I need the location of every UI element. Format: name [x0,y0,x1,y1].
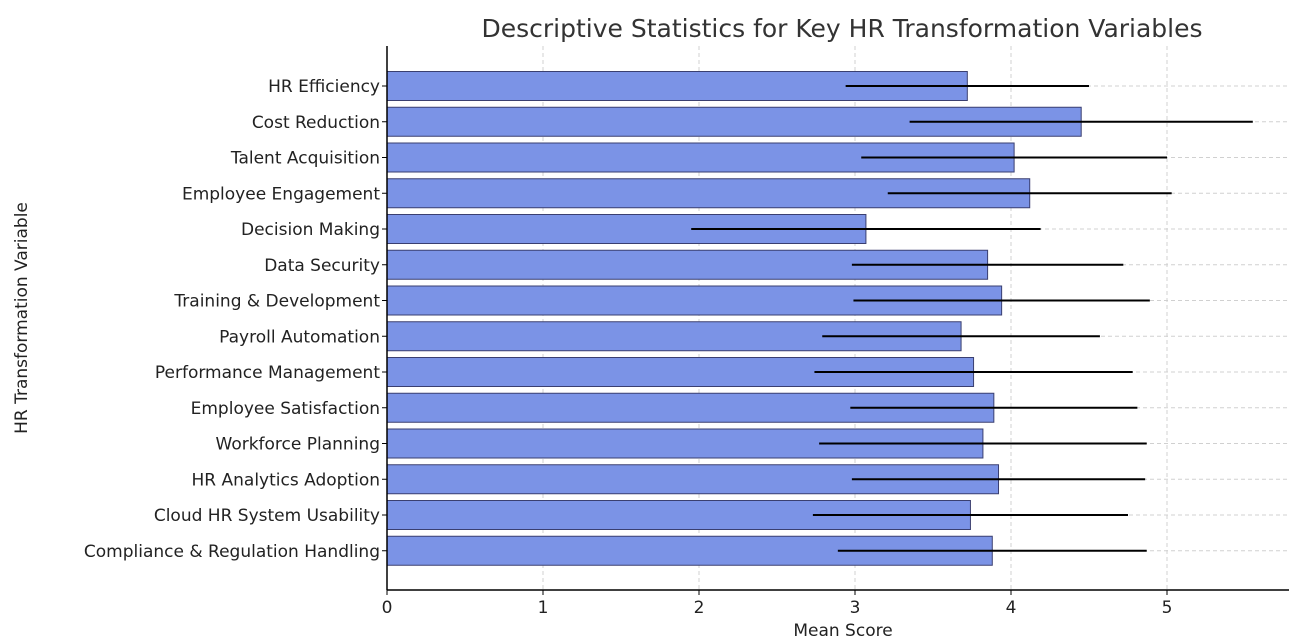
category-label: Workforce Planning [216,435,381,455]
category-label: HR Efficiency [268,77,380,97]
x-tick-label: 1 [538,598,549,618]
bars [387,72,1081,566]
y-axis-label: HR Transformation Variable [12,202,32,434]
category-label: Compliance & Regulation Handling [84,542,380,562]
x-tick-label: 0 [382,598,393,618]
category-label: Data Security [264,256,380,276]
category-labels: HR Efficiency Cost Reduction Talent Acquis… [84,77,387,562]
x-tick-labels: 0 1 2 3 4 5 [382,590,1173,618]
category-label: Payroll Automation [219,327,380,347]
x-tick-label: 2 [694,598,705,618]
category-label: Cost Reduction [252,113,380,133]
x-tick-label: 4 [1006,598,1017,618]
category-label: HR Analytics Adoption [192,470,380,490]
x-tick-label: 3 [850,598,861,618]
category-label: Talent Acquisition [230,149,380,169]
category-label: Performance Management [155,363,380,383]
category-label: Training & Development [173,292,380,312]
category-label: Cloud HR System Usability [154,506,380,526]
category-label: Employee Engagement [182,184,380,204]
chart-title: Descriptive Statistics for Key HR Transf… [481,14,1202,43]
category-label: Decision Making [241,220,380,240]
x-axis-label: Mean Score [793,621,892,641]
x-tick-label: 5 [1162,598,1173,618]
category-label: Employee Satisfaction [191,399,380,419]
